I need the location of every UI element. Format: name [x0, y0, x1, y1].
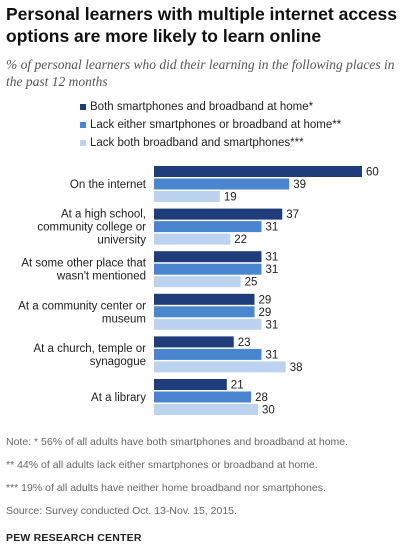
value-label-5-series-3: 38 [290, 362, 303, 374]
category-label-1-line-1: On the internet [70, 179, 147, 191]
value-label-6-series-3: 30 [262, 405, 275, 417]
bar-2-series-2 [154, 221, 262, 233]
bar-2-series-1 [154, 208, 283, 220]
value-label-1-series-1: 60 [366, 167, 379, 179]
bar-6-series-1 [154, 379, 227, 390]
category-label-3-line-2: wasn't mentioned [56, 271, 146, 283]
value-label-6-series-2: 28 [255, 392, 268, 404]
note-1: Note: * 56% of all adults have both smar… [6, 436, 349, 448]
bar-6-series-2 [154, 391, 252, 403]
bar-1-series-2 [154, 178, 290, 190]
chart-title: Personal learners with multiple internet… [6, 4, 397, 46]
category-label-2-line-1: At a high school, [61, 209, 146, 221]
value-label-4-series-2: 29 [259, 307, 272, 319]
value-label-4-series-3: 31 [265, 319, 278, 331]
bar-1-series-3 [154, 191, 220, 202]
value-label-3-series-3: 25 [245, 277, 258, 289]
notes: Note: * 56% of all adults have both smar… [6, 436, 414, 522]
category-label-2-line-2: community college or [37, 222, 146, 234]
bar-4-series-3 [154, 318, 262, 330]
value-label-1-series-3: 19 [224, 192, 237, 204]
bar-chart: Both smartphones and broadband at home* L… [18, 101, 379, 417]
bar-4-series-2 [154, 306, 255, 318]
legend-swatch-1 [80, 104, 86, 110]
value-label-5-series-1: 23 [238, 337, 251, 349]
value-label-4-series-1: 29 [259, 294, 272, 306]
value-label-3-series-2: 31 [265, 264, 278, 276]
legend-label-3: Lack both broadband and smartphones*** [90, 137, 304, 149]
bar-5-series-1 [154, 336, 234, 348]
category-label-5-line-1: At a church, temple or [34, 343, 147, 355]
legend-label-1: Both smartphones and broadband at home* [90, 101, 314, 113]
value-label-1-series-2: 39 [293, 179, 306, 191]
value-label-6-series-1: 21 [231, 380, 244, 392]
bar-6-series-3 [154, 404, 258, 415]
bar-1-series-1 [154, 166, 362, 177]
legend-swatch-3 [80, 140, 86, 146]
note-3: *** 19% of all adults have neither home … [6, 482, 326, 494]
bar-5-series-3 [154, 361, 286, 373]
category-label-6-line-1: At a library [91, 392, 146, 404]
bar-3-series-2 [154, 263, 262, 275]
value-label-5-series-2: 31 [265, 349, 278, 361]
bar-4-series-1 [154, 293, 255, 305]
value-label-3-series-1: 31 [265, 252, 278, 264]
value-label-2-series-2: 31 [265, 222, 278, 234]
source-note: Source: Survey conducted Oct. 13-Nov. 15… [6, 505, 237, 517]
value-label-2-series-3: 22 [234, 234, 247, 246]
pew-logo-text: PEW RESEARCH CENTER [6, 532, 142, 544]
chart-subtitle: % of personal learners who did their lea… [6, 57, 395, 89]
category-label-3-line-1: At some other place that [21, 258, 146, 270]
legend-swatch-2 [80, 122, 86, 128]
value-label-2-series-1: 37 [286, 209, 299, 221]
bar-3-series-1 [154, 251, 262, 263]
bar-2-series-3 [154, 233, 231, 245]
note-2: ** 44% of all adults lack either smartph… [6, 459, 318, 471]
legend-label-2: Lack either smartphones or broadband at … [90, 119, 342, 131]
category-label-4-line-1: At a community center or [18, 300, 146, 312]
category-label-5-line-2: synagogue [90, 356, 146, 368]
bar-5-series-2 [154, 348, 262, 360]
bar-3-series-3 [154, 276, 241, 288]
category-label-2-line-3: university [97, 235, 146, 247]
category-label-4-line-2: museum [102, 313, 146, 325]
